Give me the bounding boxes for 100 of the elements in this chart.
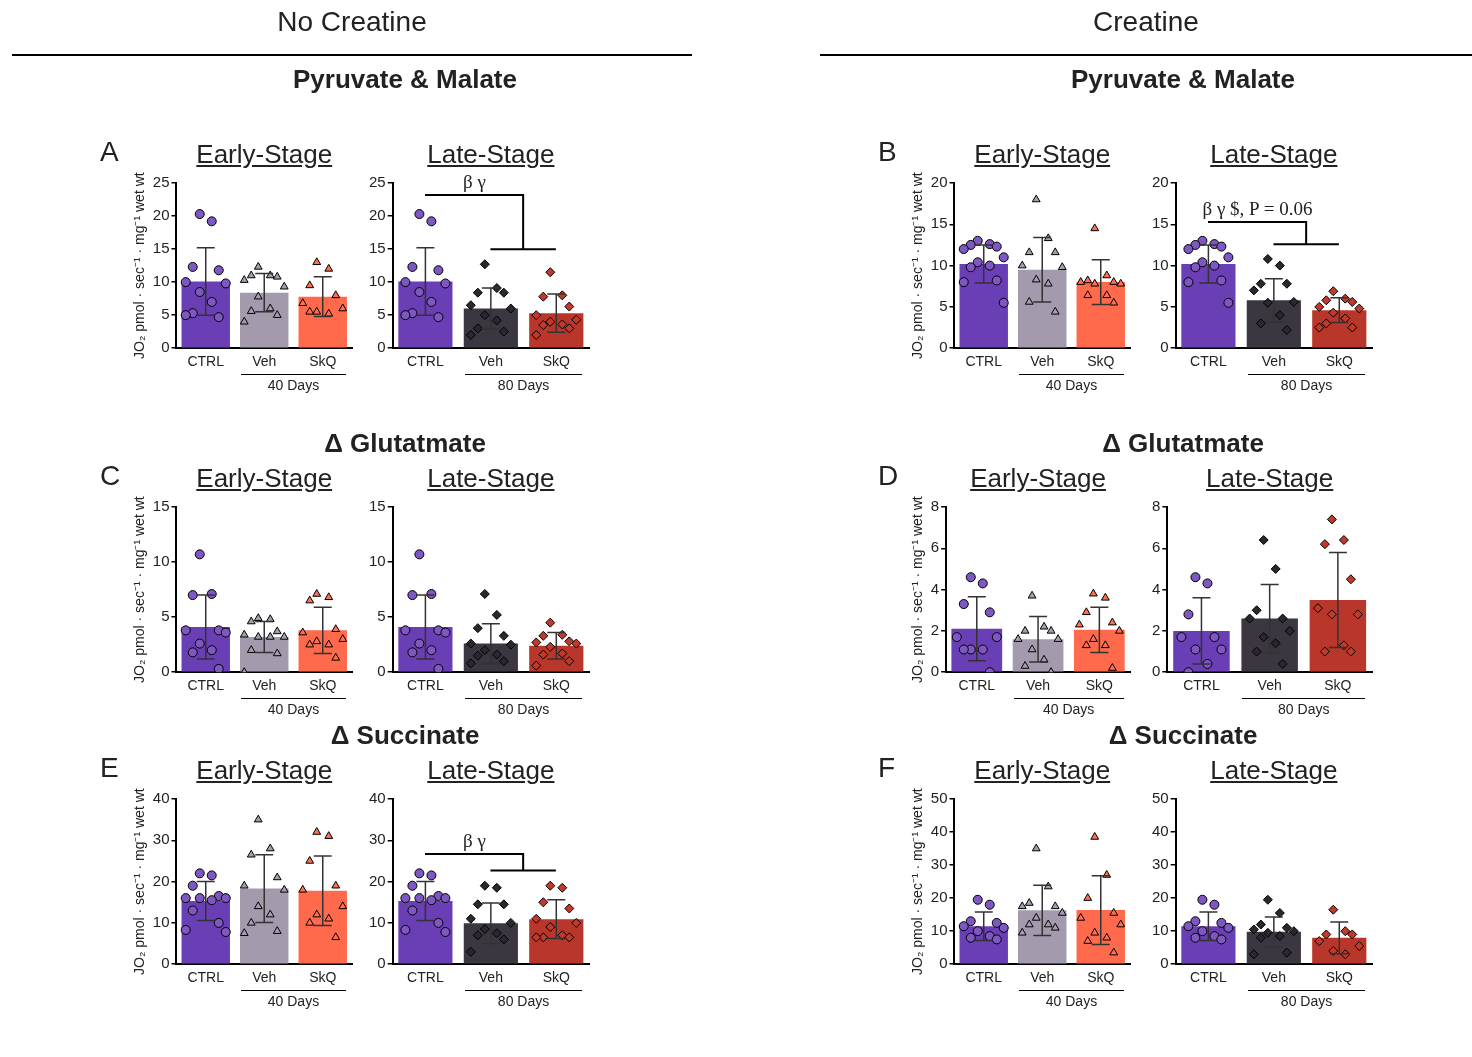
y-tick-label: 20: [930, 173, 948, 191]
y-tick-label: 8: [930, 497, 940, 515]
x-tick-label: SkQ: [309, 353, 337, 370]
chart-title: Late-Stage: [426, 138, 556, 171]
y-tick-label: 0: [377, 954, 386, 972]
x-tick-label: Veh: [1030, 353, 1055, 370]
text: No Creatine: [12, 0, 692, 56]
y-tick-label: 0: [1152, 662, 1161, 680]
y-axis-title: JO₂ pmol · sec⁻¹ · mg⁻¹ wet wt: [131, 496, 148, 683]
text: B: [878, 136, 897, 168]
chart-title: Late-Stage: [426, 754, 556, 787]
x-tick-label: SkQ: [1087, 353, 1115, 370]
chart-title: Early-Stage: [195, 754, 334, 787]
y-axis-title: JO₂ pmol · sec⁻¹ · mg⁻¹ wet wt: [909, 496, 926, 683]
y-tick-label: 2: [930, 621, 940, 639]
y-tick-label: 10: [930, 921, 948, 939]
y-axis-title: JO₂ pmol · sec⁻¹ · mg⁻¹ wet wt: [131, 172, 148, 359]
y-tick-label: 0: [377, 662, 386, 680]
y-tick-label: 4: [1152, 579, 1161, 597]
y-tick-label: 20: [1152, 173, 1169, 191]
x-tick-label: CTRL: [958, 677, 996, 694]
x-tick-label: CTRL: [407, 969, 444, 986]
x-tick-label: CTRL: [965, 353, 1003, 370]
y-tick-label: 30: [930, 855, 948, 873]
y-tick-label: 50: [1152, 789, 1169, 807]
y-tick-label: 5: [377, 607, 386, 625]
y-tick-label: 20: [930, 888, 948, 906]
y-tick-label: 30: [1152, 855, 1169, 873]
text: 80 Days: [1247, 990, 1366, 1010]
y-tick-label: 2: [1152, 621, 1161, 639]
text: 40 Days: [240, 990, 347, 1010]
x-tick-label: SkQ: [1087, 969, 1115, 986]
x-tick-label: Veh: [1261, 969, 1286, 986]
y-tick-label: 20: [369, 871, 386, 889]
x-tick-label: CTRL: [1190, 353, 1227, 370]
y-tick-label: 0: [161, 662, 170, 680]
text: Δ Succinate: [1107, 719, 1259, 752]
chart-title: Early-Stage: [973, 754, 1112, 787]
y-tick-label: 40: [930, 822, 948, 840]
text: A: [100, 136, 119, 168]
x-tick-label: SkQ: [542, 677, 570, 694]
chart-title: Early-Stage: [195, 462, 334, 495]
x-tick-label: CTRL: [407, 677, 444, 694]
y-tick-label: 40: [152, 789, 170, 807]
y-tick-label: 6: [1152, 538, 1161, 556]
y-tick-label: 20: [152, 871, 170, 889]
x-tick-label: SkQ: [309, 677, 337, 694]
x-tick-label: CTRL: [965, 969, 1003, 986]
bar: [1181, 263, 1236, 348]
y-tick-label: 30: [369, 830, 386, 848]
x-tick-label: Veh: [478, 353, 503, 370]
y-tick-label: 10: [930, 255, 948, 273]
y-tick-label: 10: [1152, 255, 1169, 273]
x-tick-label: Veh: [252, 353, 277, 370]
text: 80 Days: [464, 990, 583, 1010]
bar: [240, 292, 289, 348]
y-tick-label: 6: [930, 538, 940, 556]
y-tick-label: 5: [1160, 297, 1169, 315]
x-tick-label: Veh: [252, 677, 277, 694]
bar: [1309, 599, 1367, 672]
y-tick-label: 25: [152, 173, 170, 191]
y-tick-label: 0: [939, 954, 948, 972]
y-tick-label: 10: [1152, 921, 1169, 939]
y-tick-label: 0: [161, 338, 170, 356]
y-axis-title: JO₂ pmol · sec⁻¹ · mg⁻¹ wet wt: [131, 788, 148, 975]
y-tick-label: 0: [1160, 338, 1169, 356]
y-axis-title: JO₂ pmol · sec⁻¹ · mg⁻¹ wet wt: [909, 172, 926, 359]
y-tick-label: 15: [152, 497, 170, 515]
text: 40 Days: [1013, 698, 1124, 718]
annotation: β γ: [463, 171, 486, 194]
x-tick-label: CTRL: [187, 677, 225, 694]
y-tick-label: 15: [1152, 214, 1169, 232]
x-tick-label: CTRL: [1190, 969, 1227, 986]
text: Δ Succinate: [329, 719, 481, 752]
y-tick-label: 0: [1160, 954, 1169, 972]
text: D: [878, 460, 899, 492]
chart-title: Late-Stage: [1209, 138, 1339, 171]
x-tick-label: Veh: [478, 677, 503, 694]
chart-title: Early-Stage: [195, 138, 334, 171]
x-tick-label: SkQ: [1324, 677, 1352, 694]
text: 40 Days: [1018, 374, 1125, 394]
y-tick-label: 40: [1152, 822, 1169, 840]
text: 80 Days: [1242, 698, 1366, 718]
y-tick-label: 15: [930, 214, 948, 232]
y-tick-label: 20: [152, 206, 170, 224]
x-tick-label: CTRL: [1183, 677, 1220, 694]
text: 40 Days: [240, 698, 347, 718]
y-tick-label: 8: [1152, 497, 1161, 515]
chart-title: Early-Stage: [973, 138, 1112, 171]
x-tick-label: SkQ: [1325, 353, 1353, 370]
text: 40 Days: [1018, 990, 1125, 1010]
y-tick-label: 15: [369, 239, 386, 257]
y-tick-label: 25: [369, 173, 386, 191]
y-tick-label: 15: [152, 239, 170, 257]
y-axis-title: JO₂ pmol · sec⁻¹ · mg⁻¹ wet wt: [909, 788, 926, 975]
x-tick-label: CTRL: [407, 353, 444, 370]
y-tick-label: 15: [369, 497, 386, 515]
y-tick-label: 4: [930, 579, 940, 597]
y-tick-label: 40: [369, 789, 386, 807]
annotation: β γ: [463, 830, 486, 853]
